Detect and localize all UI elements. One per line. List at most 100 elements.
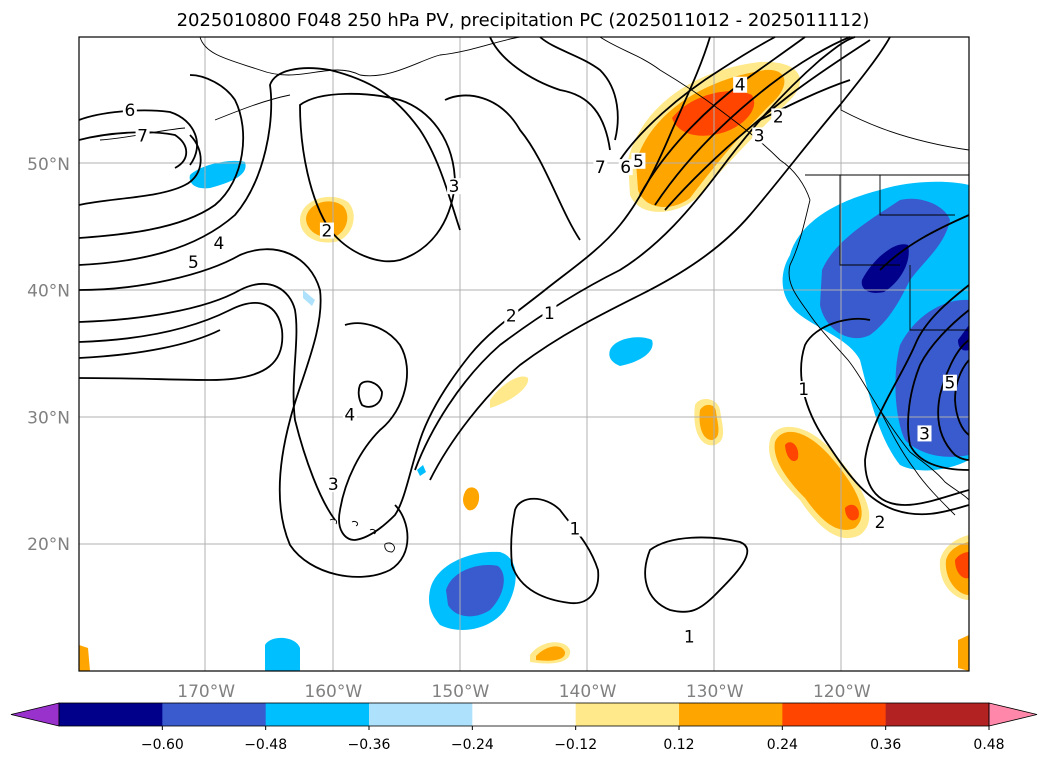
colorbar-segment bbox=[472, 703, 577, 726]
y-tick-label: 30°N bbox=[27, 408, 70, 428]
alaska-coast bbox=[199, 36, 521, 77]
x-tick-label: 160°W bbox=[304, 682, 362, 702]
contour-label-bg bbox=[211, 235, 226, 252]
pv-contour-5-west bbox=[78, 134, 202, 206]
colorbar-extend-high bbox=[988, 702, 1038, 727]
precip-positive-sub1-core bbox=[785, 442, 799, 462]
x-axis-ticks: 170°W 160°W 150°W 140°W 130°W 120°W bbox=[177, 682, 871, 702]
pv-contour-5-east bbox=[954, 359, 970, 436]
contour-label: 6 bbox=[620, 158, 631, 178]
contour-label-bg bbox=[342, 406, 357, 423]
pv-contour-1-east bbox=[800, 317, 970, 516]
pv-contour-2-east bbox=[864, 284, 970, 506]
pv-contour-4-east bbox=[937, 339, 970, 461]
pv-contour-3-west bbox=[78, 248, 409, 578]
colorbar-outline bbox=[58, 702, 990, 727]
contour-label: 3 bbox=[328, 475, 339, 495]
colorbar-tick-label: 0.48 bbox=[973, 737, 1004, 753]
pv-contour-2-arc bbox=[414, 36, 856, 471]
contour-label-bg bbox=[542, 304, 557, 321]
contour-label: 5 bbox=[945, 374, 956, 394]
contour-label-bg bbox=[917, 425, 932, 442]
pv-contour-1-topright bbox=[879, 214, 970, 271]
map-frame bbox=[78, 36, 970, 672]
colorbar-tick-label: −0.60 bbox=[141, 737, 184, 753]
contour-label: 1 bbox=[684, 627, 695, 647]
contour-label: 3 bbox=[919, 424, 930, 444]
pv-contour-nw-bundle1 bbox=[619, 36, 776, 161]
contour-label: 2 bbox=[875, 513, 886, 533]
colorbar-segment bbox=[782, 703, 887, 726]
x-tick-label: 140°W bbox=[559, 682, 617, 702]
contour-label-bg bbox=[319, 222, 334, 239]
contour-label-bg bbox=[733, 76, 748, 93]
contour-label-bg bbox=[326, 476, 341, 493]
precip-positive-small4 bbox=[490, 376, 529, 408]
pv-contour-1-south bbox=[510, 497, 600, 604]
x-tick-label: 150°W bbox=[432, 682, 490, 702]
colorbar-tick-label: −0.24 bbox=[451, 737, 494, 753]
y-tick-label: 20°N bbox=[27, 535, 70, 555]
contour-label-bg bbox=[682, 628, 697, 645]
contour-label: 1 bbox=[798, 380, 809, 400]
baja-coast bbox=[879, 409, 956, 516]
colorbar-segment bbox=[162, 703, 267, 726]
colorbar-segment bbox=[59, 703, 163, 726]
pv-contour-nw-bundle4 bbox=[664, 39, 871, 211]
gridlines bbox=[79, 37, 969, 671]
contour-label: 6 bbox=[124, 101, 135, 121]
contour-label-bg bbox=[122, 102, 137, 119]
contour-label: 5 bbox=[188, 253, 199, 273]
colorbar-segment bbox=[885, 703, 990, 726]
pv-contour-1-southeast bbox=[644, 536, 749, 613]
precip-negative-small2 bbox=[189, 160, 246, 189]
contour-label: 2 bbox=[506, 306, 517, 326]
y-tick-label: 40°N bbox=[27, 282, 70, 302]
precip-negative-small5 bbox=[417, 465, 426, 476]
contour-label-bg bbox=[593, 159, 608, 176]
contour-label-bg bbox=[873, 514, 887, 531]
colorbar-tick-label: −0.36 bbox=[348, 737, 391, 753]
precip-negative-small1 bbox=[609, 337, 653, 366]
contour-label: 4 bbox=[735, 76, 746, 96]
colorbar-tick-label: 0.12 bbox=[663, 737, 694, 753]
contour-label-bg bbox=[504, 307, 519, 324]
pv-contour-mid2 bbox=[489, 36, 611, 151]
us-state-line3 bbox=[909, 265, 969, 331]
pv-contour-nw-bundle5 bbox=[759, 79, 851, 121]
chart-title: 2025010800 F048 250 hPa PV, precipitatio… bbox=[177, 10, 870, 31]
x-tick-label: 120°W bbox=[813, 682, 871, 702]
pv-contour-7-west bbox=[78, 131, 188, 169]
colorbar-segment bbox=[575, 703, 680, 726]
colorbar-segment bbox=[369, 703, 473, 726]
contour-label: 1 bbox=[569, 520, 580, 540]
contour-label: 4 bbox=[344, 405, 355, 425]
colorbar-segment bbox=[679, 703, 783, 726]
pv-contour-5b-west bbox=[78, 329, 221, 359]
contour-label: 7 bbox=[595, 158, 606, 178]
alaska-border bbox=[840, 37, 970, 151]
precip-negative-small3 bbox=[265, 637, 300, 671]
pv-contour-1-west bbox=[78, 377, 211, 381]
contour-label-bg bbox=[942, 374, 957, 391]
precip-negative-sw-core bbox=[958, 325, 969, 351]
map-background bbox=[79, 37, 969, 671]
contour-label: 2 bbox=[773, 107, 784, 127]
pv-contours bbox=[78, 36, 970, 613]
pv-contour-4-center bbox=[299, 92, 456, 263]
contour-label: 3 bbox=[449, 177, 460, 197]
contour-label: 1 bbox=[544, 304, 555, 324]
contour-label: 7 bbox=[137, 126, 148, 146]
contour-label-bg bbox=[771, 108, 786, 125]
contour-label-bg bbox=[447, 178, 462, 195]
contour-label-bg bbox=[631, 152, 646, 169]
contour-label-bg bbox=[618, 159, 633, 176]
contour-label-bg bbox=[186, 254, 201, 271]
pv-contour-2-west bbox=[78, 283, 336, 521]
colorbar-tick-label: 0.24 bbox=[767, 737, 798, 753]
colorbar-segment bbox=[265, 703, 370, 726]
precip-positive-small2 bbox=[463, 487, 480, 511]
contour-label: 2 bbox=[322, 222, 333, 242]
